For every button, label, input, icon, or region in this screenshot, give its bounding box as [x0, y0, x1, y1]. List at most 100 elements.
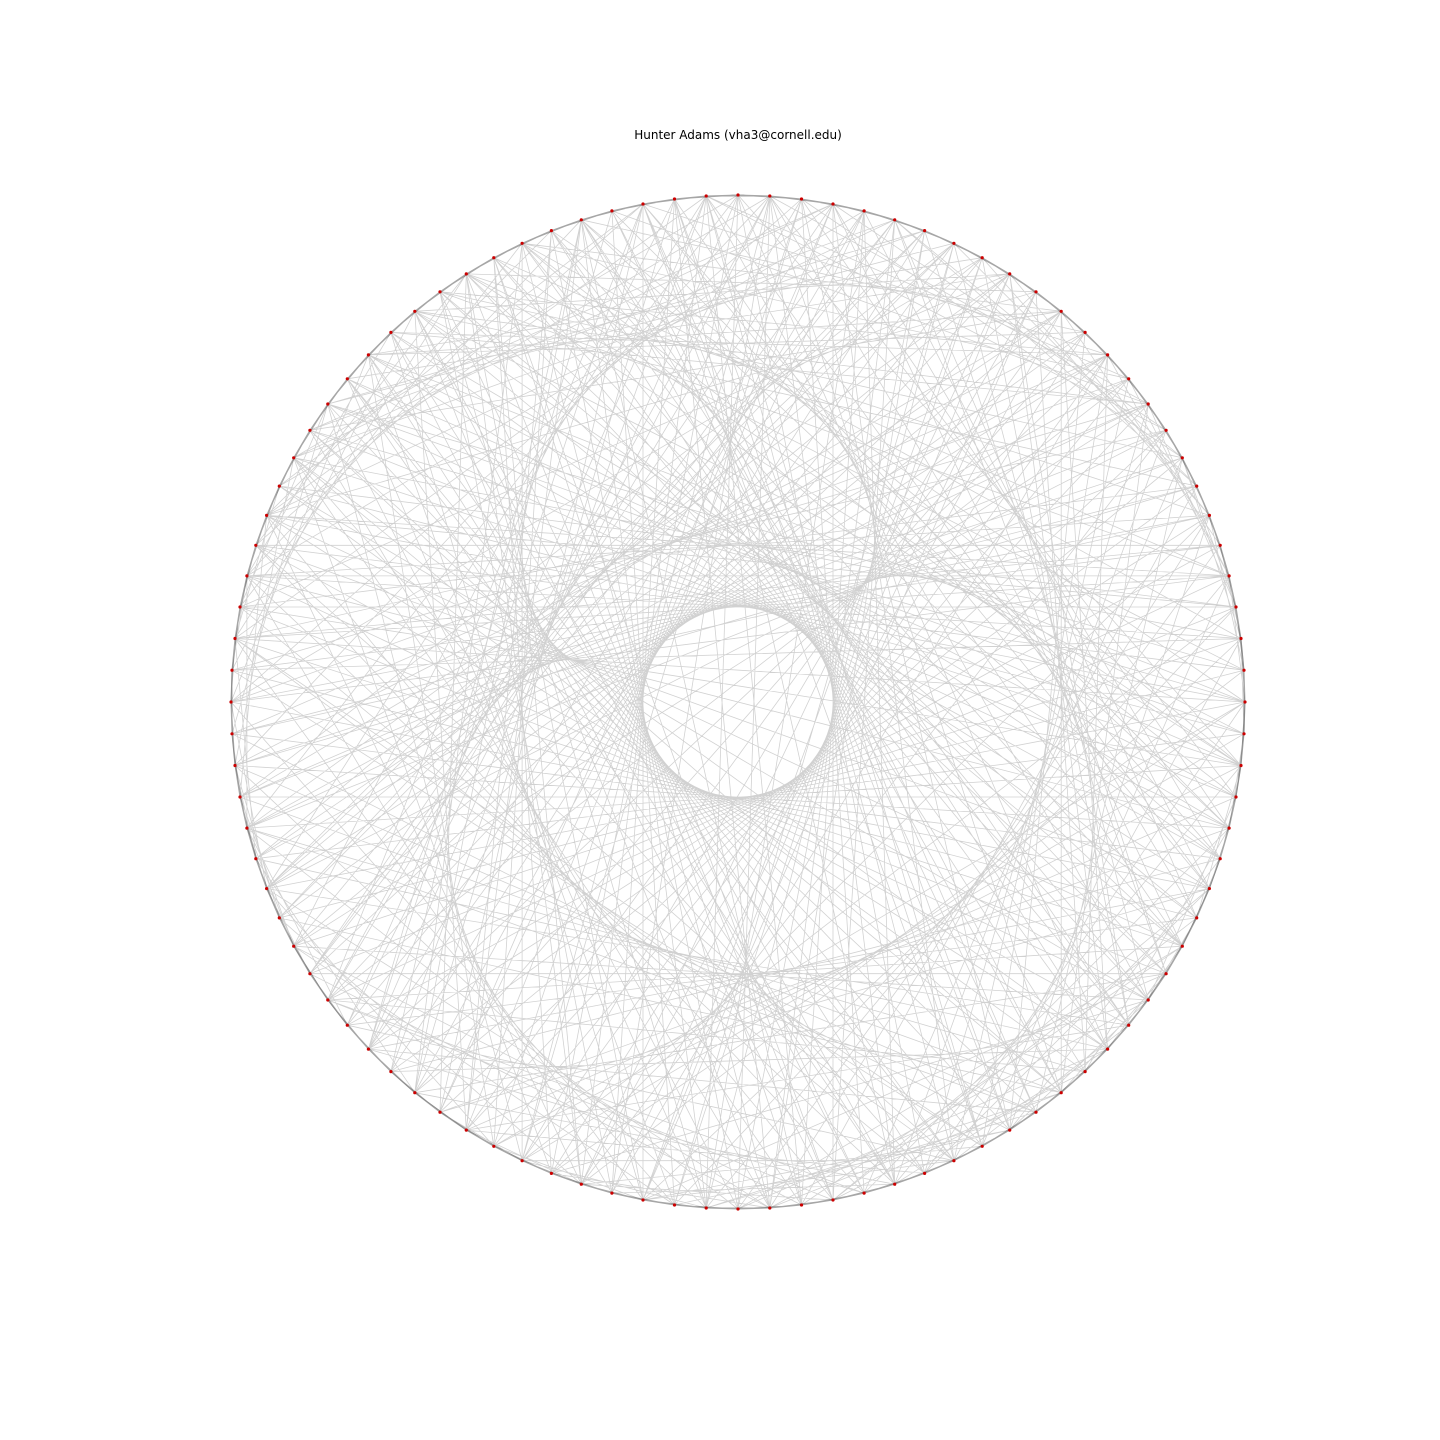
- nail-point: [1195, 484, 1199, 488]
- nail-point: [980, 1144, 984, 1148]
- nail-point: [254, 543, 258, 547]
- nail-point: [1234, 795, 1238, 799]
- nail-point: [438, 290, 442, 294]
- nail-point: [1242, 732, 1246, 736]
- nail-point: [1059, 1091, 1063, 1095]
- nail-point: [831, 202, 835, 206]
- nail-point: [238, 605, 242, 609]
- nail-point: [1008, 1128, 1012, 1132]
- nail-point: [952, 241, 956, 245]
- nail-point: [980, 256, 984, 260]
- nail-point: [893, 218, 897, 222]
- nail-point: [1227, 574, 1231, 578]
- nail-point: [1059, 309, 1063, 313]
- nail-point: [952, 1159, 956, 1163]
- nail-point: [1106, 1047, 1110, 1051]
- nail-point: [1146, 998, 1150, 1002]
- nail-point: [579, 1182, 583, 1186]
- nail-point: [768, 1206, 772, 1210]
- nail-point: [265, 887, 269, 891]
- nail-point: [520, 1159, 524, 1163]
- nail-point: [492, 256, 496, 260]
- nail-point: [326, 402, 330, 406]
- nail-point: [229, 700, 233, 704]
- nail-point: [1239, 636, 1243, 641]
- nail-point: [1239, 763, 1243, 768]
- nail-point: [413, 309, 417, 313]
- nail-point: [1218, 857, 1222, 861]
- nail-point: [238, 795, 242, 799]
- nail-point: [831, 1198, 835, 1202]
- nail-point: [520, 241, 524, 245]
- nail-point: [1146, 402, 1150, 406]
- nail-point: [230, 668, 234, 672]
- nail-point: [610, 1191, 614, 1195]
- nail-point: [704, 194, 708, 198]
- nail-point: [245, 826, 249, 830]
- nail-point: [438, 1110, 442, 1114]
- nail-point: [549, 229, 554, 233]
- nail-point: [233, 763, 237, 768]
- nail-point: [862, 1191, 866, 1195]
- nail-point: [1207, 513, 1211, 518]
- nail-point: [308, 428, 312, 432]
- nail-point: [923, 1171, 927, 1175]
- nail-point: [1164, 972, 1168, 976]
- nail-point: [1127, 377, 1131, 381]
- nail-point: [230, 732, 234, 736]
- nail-point: [1008, 272, 1012, 276]
- nail-point: [1242, 668, 1246, 672]
- nail-point: [389, 330, 393, 334]
- nail-point: [1127, 1023, 1131, 1027]
- nail-point: [736, 1207, 740, 1211]
- figure-title: Hunter Adams (vha3@cornell.edu): [634, 128, 842, 142]
- nail-point: [704, 1206, 708, 1210]
- nail-point: [1218, 543, 1222, 547]
- nail-point: [345, 1023, 349, 1027]
- nail-point: [1180, 456, 1184, 460]
- nail-point: [1234, 605, 1238, 609]
- nail-point: [492, 1144, 496, 1148]
- nail-point: [345, 377, 349, 381]
- nail-point: [464, 1128, 468, 1132]
- nail-point: [366, 1047, 370, 1051]
- nail-point: [233, 636, 237, 641]
- nail-point: [366, 353, 370, 357]
- nail-point: [923, 229, 927, 233]
- nail-point: [768, 194, 772, 198]
- nail-point: [1083, 1070, 1087, 1074]
- nail-point: [893, 1182, 897, 1186]
- nail-point: [799, 1203, 804, 1207]
- nail-point: [292, 944, 296, 948]
- nail-point: [464, 272, 468, 276]
- nail-point: [1034, 290, 1038, 294]
- nail-point: [389, 1070, 393, 1074]
- nail-points: [229, 193, 1247, 1211]
- nail-point: [1180, 944, 1184, 948]
- nail-point: [277, 916, 281, 920]
- nail-point: [672, 197, 677, 201]
- nail-point: [265, 513, 269, 518]
- nail-point: [799, 197, 804, 201]
- nail-point: [413, 1091, 417, 1095]
- nail-point: [1106, 353, 1110, 357]
- nail-point: [672, 1203, 677, 1207]
- nail-point: [1195, 916, 1199, 920]
- nail-point: [245, 574, 249, 578]
- nail-point: [641, 202, 645, 206]
- nail-point: [1207, 887, 1211, 891]
- nail-point: [308, 972, 312, 976]
- nail-point: [862, 209, 866, 213]
- nail-point: [1164, 428, 1168, 432]
- string-lines: [230, 194, 1246, 1210]
- nail-point: [1227, 826, 1231, 830]
- nail-point: [610, 209, 614, 213]
- nail-point: [277, 484, 281, 488]
- nail-point: [579, 218, 583, 222]
- nail-point: [292, 456, 296, 460]
- nail-point: [1034, 1110, 1038, 1114]
- nail-point: [1083, 330, 1087, 334]
- nail-point: [736, 193, 740, 197]
- nail-point: [254, 857, 258, 861]
